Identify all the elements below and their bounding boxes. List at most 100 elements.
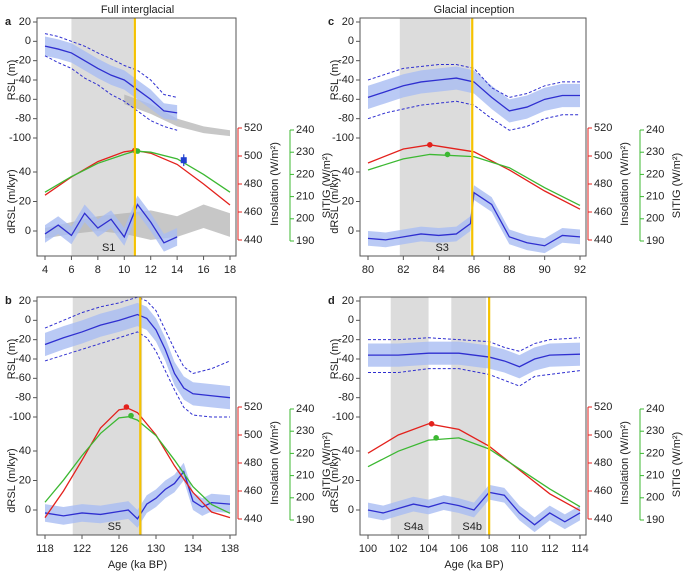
x-tick-label: 8 [95, 264, 101, 276]
x-tick-label: 82 [397, 264, 409, 276]
x-tick-label: 16 [197, 264, 209, 276]
x-tick-label: 10 [118, 264, 130, 276]
series-line [368, 352, 581, 368]
y-tick-label: -80 [338, 392, 354, 404]
y-tick-label: -80 [15, 392, 31, 404]
y-tick-label: 240 [646, 403, 664, 415]
y-tick-label: 230 [646, 425, 664, 437]
y-tick-label: -80 [338, 113, 354, 125]
x-tick-label: 84 [433, 264, 445, 276]
peak-marker [444, 151, 451, 158]
y-tick-label: 480 [244, 457, 262, 469]
y-tick-label: 480 [244, 178, 262, 190]
x-axis-label: Age (ka BP) [108, 559, 167, 571]
y-tick-label: 20 [19, 295, 31, 307]
x-tick-label: 108 [480, 543, 498, 555]
series-line [367, 423, 581, 512]
y-tick-label: 520 [594, 122, 612, 134]
y-tick-label: 240 [296, 403, 314, 415]
x-tick-label: 112 [541, 543, 559, 555]
y-axis-label: RSL (m) [329, 339, 341, 380]
plot-area [44, 18, 231, 256]
y-axis-label: SITIG (W/m²) [671, 153, 683, 218]
frame [359, 296, 587, 536]
y-tick-label: 0 [25, 225, 31, 237]
y-tick-label: 230 [296, 146, 314, 158]
y-tick-label: 20 [19, 16, 31, 28]
series-line [367, 437, 581, 508]
y-tick-label: 480 [594, 457, 612, 469]
x-tick-label: 88 [503, 264, 515, 276]
y-tick-label: 210 [646, 191, 664, 203]
panel-letter: c [328, 16, 334, 28]
series-line [44, 331, 230, 418]
y-tick-label: -20 [15, 334, 31, 346]
x-tick-label: 90 [539, 264, 551, 276]
point-marker [180, 157, 187, 164]
peak-marker [433, 435, 439, 441]
peak-marker [428, 421, 435, 427]
x-tick-label: 18 [224, 264, 236, 276]
y-tick-label: -100 [332, 411, 354, 423]
x-tick-label: 80 [362, 264, 374, 276]
y-tick-label: 190 [646, 235, 664, 247]
x-tick-label: 118 [36, 543, 54, 555]
interval-label: S3 [435, 242, 448, 254]
interval-label: S4b [462, 521, 482, 533]
y-tick-label: 190 [296, 235, 314, 247]
series-line [368, 337, 581, 352]
x-tick-label: 4 [42, 264, 48, 276]
y-tick-label: 20 [19, 195, 31, 207]
y-tick-label: 500 [244, 150, 262, 162]
y-tick-label: 20 [342, 16, 354, 28]
y-tick-label: -100 [9, 132, 31, 144]
y-tick-label: 440 [594, 234, 612, 246]
y-tick-label: -100 [332, 132, 354, 144]
y-tick-label: -20 [338, 55, 354, 67]
y-tick-label: 200 [296, 492, 314, 504]
series-line [367, 77, 580, 112]
y-tick-label: -40 [15, 74, 31, 86]
peak-marker [427, 142, 433, 148]
series-line [44, 470, 231, 520]
panel-letter: b [5, 295, 12, 307]
panel-letter: a [5, 16, 12, 28]
y-axis-label: RSL (m) [6, 60, 18, 101]
band [45, 195, 178, 252]
y-tick-label: 200 [646, 492, 664, 504]
y-tick-label: 20 [342, 474, 354, 486]
y-axis-label: Insolation (W/m²) [619, 421, 631, 505]
y-axis-label: Insolation (W/m²) [619, 142, 631, 226]
y-tick-label: 0 [348, 225, 354, 237]
y-tick-label: -60 [338, 93, 354, 105]
y-axis-label: SITIG (W/m²) [321, 153, 333, 218]
x-tick-label: 106 [450, 543, 468, 555]
y-tick-label: 0 [348, 314, 354, 326]
y-tick-label: 20 [342, 195, 354, 207]
panel-letter: d [328, 295, 335, 307]
x-tick-label: 100 [359, 543, 377, 555]
x-axis-label: Age (ka BP) [444, 559, 503, 571]
y-tick-label: 0 [25, 504, 31, 516]
y-tick-label: -40 [338, 353, 354, 365]
y-tick-label: 220 [296, 447, 314, 459]
y-tick-label: 220 [646, 168, 664, 180]
frame [36, 17, 237, 257]
y-tick-label: 210 [296, 470, 314, 482]
x-tick-label: 126 [110, 543, 128, 555]
y-axis-label: dRSL (m/kyr) [329, 169, 341, 233]
y-tick-label: 230 [646, 146, 664, 158]
y-axis-label: RSL (m) [329, 60, 341, 101]
y-tick-label: -20 [338, 334, 354, 346]
x-tick-label: 114 [571, 543, 589, 555]
y-tick-label: -80 [15, 113, 31, 125]
peak-marker [134, 148, 141, 154]
y-tick-label: 220 [646, 447, 664, 459]
x-tick-label: 110 [511, 543, 529, 555]
y-axis-label: dRSL (m/kyr) [6, 448, 18, 512]
series-line [44, 313, 231, 399]
y-tick-label: 0 [348, 504, 354, 516]
band [368, 341, 580, 379]
series-line [44, 416, 231, 514]
interval-label: S5 [108, 521, 121, 533]
